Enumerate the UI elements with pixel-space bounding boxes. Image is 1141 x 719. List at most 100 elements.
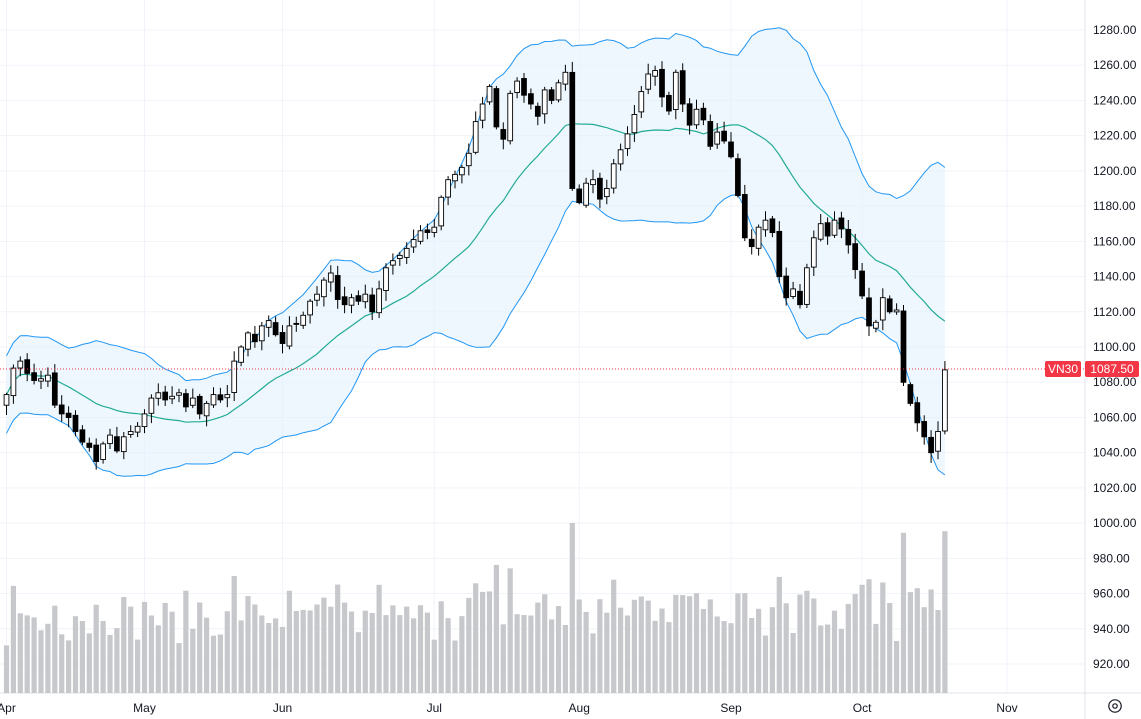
volume-bar [618, 607, 624, 693]
candle [486, 84, 493, 105]
candle-body [65, 412, 72, 418]
volume-bar [473, 583, 479, 693]
candle [100, 441, 106, 464]
candle [845, 220, 852, 254]
candle [279, 325, 286, 354]
candle-body [645, 73, 652, 90]
candle-body [541, 89, 548, 115]
y-tick-label: 1240.00 [1093, 93, 1137, 107]
candle-body [452, 173, 458, 182]
candle [369, 287, 376, 320]
candle [866, 287, 872, 336]
y-tick-label: 1220.00 [1093, 129, 1137, 143]
volume-bar [804, 590, 810, 693]
candle [728, 132, 734, 159]
candle-body [472, 121, 479, 153]
candle-body [403, 247, 410, 258]
volume-bar [148, 615, 154, 693]
candle [348, 293, 355, 314]
volume-bar [776, 576, 782, 693]
candle-body [534, 105, 541, 117]
candle-body [693, 108, 700, 126]
volume-bar [259, 615, 265, 693]
volume-bar [652, 620, 658, 693]
candle-body [438, 196, 445, 227]
candle [914, 396, 921, 432]
candle [624, 126, 631, 156]
volume-bar [238, 620, 244, 693]
candle-body [245, 332, 251, 350]
candle [24, 353, 31, 382]
x-tick-label: Apr [0, 701, 16, 715]
candle-body [272, 322, 279, 336]
volume-bar [121, 597, 127, 693]
candle [838, 211, 845, 238]
candle-body [500, 129, 507, 140]
volume-bar [673, 594, 679, 693]
volume-bar [59, 634, 65, 693]
candle-body [686, 103, 693, 126]
candle-body [886, 298, 893, 313]
candle-body [120, 436, 127, 453]
bollinger-band-fill [6, 27, 945, 477]
candle [120, 432, 127, 460]
volume-bar [666, 622, 672, 693]
volume-bar [576, 599, 582, 693]
candle-body [176, 392, 182, 396]
volume-bar [452, 640, 458, 693]
volume-bar [135, 639, 141, 693]
volume-bar [362, 610, 368, 693]
candle [755, 224, 762, 256]
candle-body [93, 444, 100, 462]
candle [831, 211, 838, 238]
volume-bar [204, 617, 210, 693]
symbol-tag-text: VN30 [1048, 362, 1078, 376]
volume-bar [507, 568, 513, 693]
candle [590, 169, 596, 194]
candle-body [86, 442, 93, 448]
y-tick-label: 1140.00 [1093, 270, 1136, 284]
y-tick-label: 960.00 [1093, 587, 1130, 601]
candle-body [341, 296, 348, 306]
candle [3, 392, 10, 415]
chart-settings-button[interactable] [1104, 695, 1126, 717]
price-tag-text: 1087.50 [1090, 362, 1134, 376]
volume-bar [397, 615, 403, 693]
candle-body [810, 237, 817, 268]
volume-bar [514, 614, 520, 693]
candle-body [348, 297, 355, 306]
candle [610, 159, 617, 194]
volume-bar [928, 589, 934, 693]
candle [390, 253, 396, 275]
volume-bar [687, 596, 693, 693]
volume-bar [535, 602, 541, 693]
candle [17, 356, 24, 377]
candle [162, 385, 169, 406]
x-tick-label: Jun [273, 701, 292, 715]
y-axis[interactable]: 920.00 940.00 960.00 980.00 1000.00 1020.00 10… [1093, 23, 1137, 671]
candle [935, 421, 941, 460]
candle [583, 177, 589, 208]
candle-body [514, 80, 520, 93]
volume-bar [528, 615, 534, 693]
volume-bar [3, 645, 10, 693]
volume-bar [907, 592, 913, 693]
candle-body [431, 226, 438, 233]
candle-body [597, 177, 603, 200]
volume-bar [390, 605, 396, 693]
candle-body [624, 133, 631, 150]
candle [438, 195, 445, 231]
candle [638, 86, 645, 118]
candle [203, 400, 210, 427]
volume-bar [790, 633, 796, 693]
candle [741, 184, 748, 242]
candle-body [859, 270, 865, 297]
candle-body [610, 163, 617, 189]
volume-bar [273, 618, 279, 693]
candle [783, 267, 790, 306]
candle-body [210, 394, 217, 406]
x-axis[interactable]: Apr May Jun Jul Aug Sep Oct Nov [0, 701, 1018, 715]
candle [148, 394, 155, 424]
candle-body [265, 320, 272, 328]
